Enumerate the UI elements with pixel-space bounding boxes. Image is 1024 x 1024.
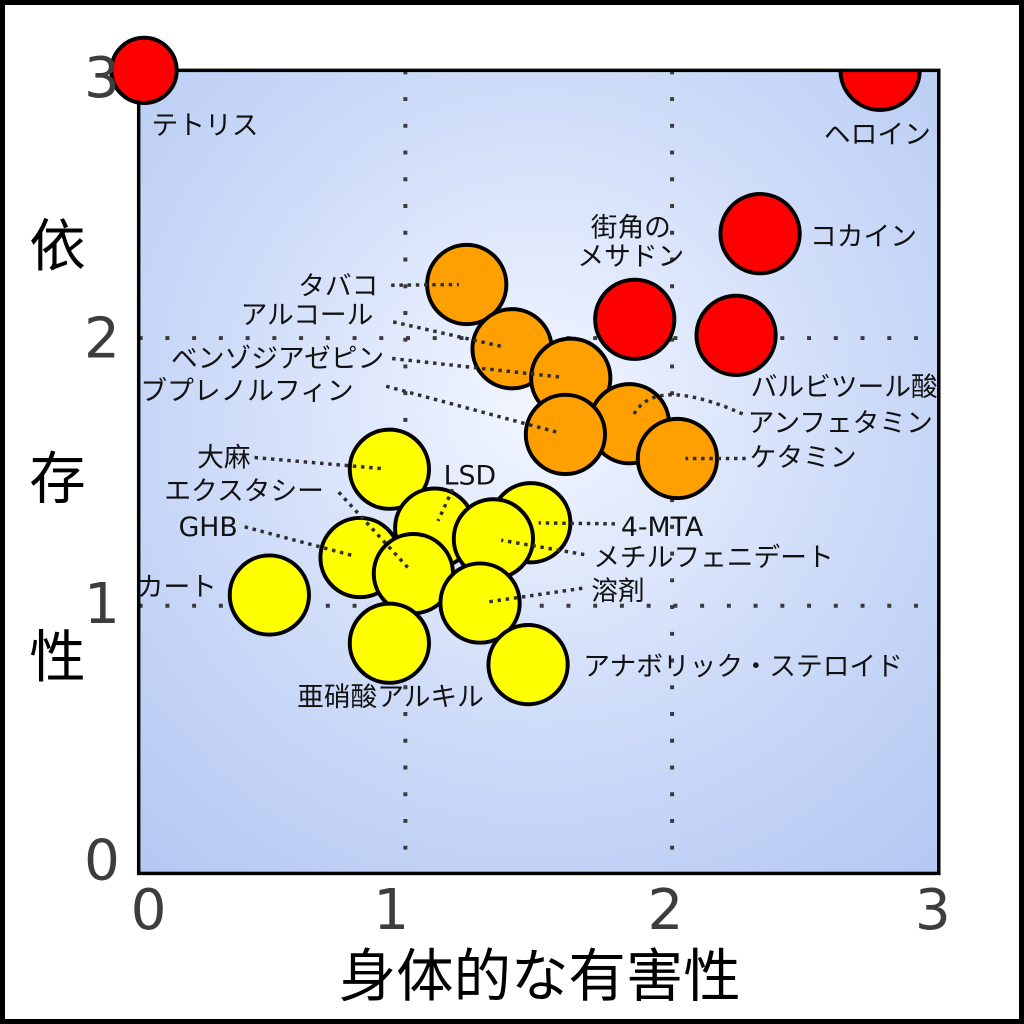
label-ghb: GHB xyxy=(179,512,238,543)
leader-benzodiazepines xyxy=(391,356,564,380)
axis-ticks: 0 1 2 3 3 2 1 0 xyxy=(84,46,951,943)
label-amphetamine: アンフェタミン xyxy=(748,408,933,439)
overlay-points xyxy=(109,35,179,106)
point-alkyl-nitrites xyxy=(347,601,431,685)
point-barbiturates xyxy=(694,293,778,377)
leader-amphetamine xyxy=(631,393,744,418)
label-tobacco: タバコ xyxy=(298,271,378,302)
label-heroin: ヘロイン xyxy=(824,120,931,151)
point-solvents xyxy=(438,561,522,645)
label-khat: カート xyxy=(137,572,217,603)
label-alkyl-nitrites: 亜硝酸アルキル xyxy=(297,682,484,713)
axis-titles: 身体的な有害性 依存性 xyxy=(29,214,740,1010)
x-axis-title: 身体的な有害性 xyxy=(339,943,741,1010)
label-benzodiazepines: ベンゾジアゼピン xyxy=(171,343,384,374)
label-ecstasy: エクスタシー xyxy=(164,476,324,507)
leader-ghb xyxy=(244,525,353,558)
point-cannabis xyxy=(347,427,431,511)
label-4-mta: 4-MTA xyxy=(621,512,704,543)
point-anabolic-steroids xyxy=(486,623,570,707)
point-heroin xyxy=(838,70,922,112)
point-ketamine xyxy=(635,416,720,501)
point-tetris xyxy=(109,35,179,106)
label-solvents: 溶剤 xyxy=(591,576,644,607)
label-alcohol: アルコール xyxy=(241,300,374,331)
y-axis-title-char-0: 依 xyxy=(29,214,85,279)
y-tick-0: 0 xyxy=(84,828,120,893)
point-cocaine xyxy=(718,192,802,276)
label-lsd: LSD xyxy=(444,460,496,491)
label-methylphenidate: メチルフェニデート xyxy=(593,542,833,573)
y-tick-1: 1 xyxy=(84,572,120,637)
leader-alcohol xyxy=(392,320,505,349)
label-anabolic-steroids: アナボリック・ステロイド xyxy=(583,651,903,682)
label-barbiturates: バルビツール酸 xyxy=(751,372,938,403)
data-points xyxy=(227,70,922,707)
leader-methylphenidate xyxy=(500,538,585,557)
x-tick-0: 0 xyxy=(131,878,167,943)
x-tick-2: 2 xyxy=(648,878,684,943)
label-tetris: テトリス xyxy=(152,111,259,142)
point-buprenorphine xyxy=(523,392,607,477)
point-khat xyxy=(227,553,311,637)
label-cannabis: 大麻 xyxy=(197,442,251,473)
leader-tobacco xyxy=(391,282,459,287)
y-tick-3: 3 xyxy=(84,46,120,111)
label-ketamine: ケタミン xyxy=(750,442,857,473)
leader-ecstasy xyxy=(337,491,410,569)
x-tick-1: 1 xyxy=(373,878,409,943)
label-cocaine: コカイン xyxy=(810,222,917,253)
label-buprenorphine: ブプレノルフィン xyxy=(140,376,353,407)
y-axis-title-char-2: 性 xyxy=(29,625,85,690)
y-axis-title-char-1: 存 xyxy=(29,447,85,512)
label-street-methadone: 街角のメサドン xyxy=(577,213,684,273)
plot-area-background xyxy=(138,70,939,874)
leader-buprenorphine xyxy=(385,384,559,435)
x-tick-3: 3 xyxy=(915,878,951,943)
y-tick-2: 2 xyxy=(84,307,120,372)
point-street-methadone xyxy=(593,277,677,361)
leader-lsd xyxy=(436,488,455,522)
plot-frame xyxy=(136,68,941,876)
leader-lines xyxy=(244,282,746,604)
